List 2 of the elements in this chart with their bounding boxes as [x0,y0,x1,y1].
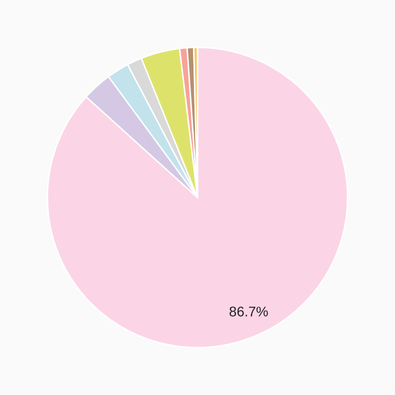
pie-slice [46,46,348,348]
data-label: 86.7% [230,306,268,316]
